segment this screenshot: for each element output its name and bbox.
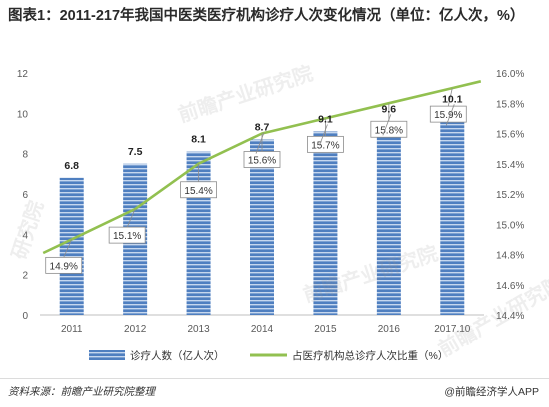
line-data-label: 14.9% bbox=[50, 261, 78, 272]
y-left-tick-label: 8 bbox=[22, 150, 28, 161]
line-data-label: 15.7% bbox=[311, 140, 339, 151]
callout-box bbox=[370, 120, 408, 138]
x-tick-label: 2017.10 bbox=[434, 324, 471, 335]
bar-data-label: 9.6 bbox=[382, 103, 397, 115]
footer-source: 资料来源：前瞻产业研究院整理 bbox=[8, 386, 155, 398]
y-left-tick-label: 4 bbox=[22, 230, 28, 241]
callout-box bbox=[108, 226, 146, 244]
callout-leader bbox=[126, 208, 136, 228]
callout-box bbox=[307, 135, 344, 153]
y-right-tick-label: 15.2% bbox=[496, 190, 524, 201]
bar-label-leader bbox=[255, 132, 265, 154]
bar-data-label: 6.8 bbox=[64, 160, 79, 172]
line-data-label: 15.1% bbox=[113, 231, 141, 242]
bar bbox=[440, 111, 465, 315]
footer-brand: @前瞻经济学人APP bbox=[444, 386, 539, 398]
y-right-tick-label: 15.0% bbox=[496, 220, 524, 231]
x-tick-label: 2013 bbox=[187, 324, 210, 335]
callout-box bbox=[180, 181, 217, 199]
y-right-tick-label: 14.6% bbox=[496, 281, 524, 292]
x-tick-label: 2012 bbox=[124, 324, 147, 335]
legend-bar-swatch bbox=[89, 350, 125, 360]
bar-label-leader bbox=[445, 104, 455, 126]
line-data-label: 15.6% bbox=[248, 156, 276, 167]
legend-line-label: 占医疗机构总诊疗人次比重（%） bbox=[292, 349, 448, 362]
y-right-tick-label: 15.4% bbox=[496, 160, 524, 171]
bar-data-label: 8.1 bbox=[191, 134, 206, 146]
bar-label-leader bbox=[382, 114, 392, 136]
bar-data-label: 8.7 bbox=[255, 122, 270, 134]
chart-title: 图表1：2011-217年我国中医类医疗机构诊疗人次变化情况（单位：亿人次，%） bbox=[8, 8, 525, 24]
bar-label-leader bbox=[319, 124, 328, 146]
bar bbox=[59, 177, 84, 315]
y-right-tick-label: 15.6% bbox=[496, 130, 524, 141]
callout-leader bbox=[447, 88, 453, 107]
y-left-tick-label: 2 bbox=[22, 271, 28, 282]
line-data-label: 15.9% bbox=[434, 110, 462, 121]
callout-leader bbox=[63, 239, 73, 258]
y-right-tick-label: 14.4% bbox=[496, 311, 524, 322]
x-tick-label: 2011 bbox=[61, 324, 83, 335]
y-left-tick-label: 6 bbox=[22, 190, 28, 201]
line-data-label: 15.4% bbox=[184, 186, 212, 197]
footer-divider bbox=[0, 378, 549, 379]
bar bbox=[250, 139, 274, 315]
y-left-tick-label: 10 bbox=[17, 109, 29, 120]
line-data-label: 15.8% bbox=[375, 125, 403, 136]
y-right-tick-label: 16.0% bbox=[496, 69, 524, 80]
bar-data-label: 10.1 bbox=[442, 93, 463, 105]
y-right-tick-label: 15.8% bbox=[496, 99, 524, 110]
y-right-tick-label: 14.8% bbox=[496, 251, 524, 262]
bar-data-label: 7.5 bbox=[128, 146, 143, 158]
x-tick-label: 2016 bbox=[378, 324, 401, 335]
bar bbox=[376, 121, 401, 316]
callout-box bbox=[243, 151, 281, 168]
bar bbox=[313, 131, 338, 315]
x-tick-label: 2014 bbox=[251, 324, 274, 335]
y-left-tick-label: 0 bbox=[22, 311, 28, 322]
bar-data-label: 9.1 bbox=[318, 113, 333, 125]
legend-bar-label: 诊疗人数（亿人次） bbox=[130, 349, 225, 362]
callout-box bbox=[429, 105, 467, 123]
y-left-tick-label: 12 bbox=[17, 69, 29, 80]
callout-box bbox=[45, 256, 83, 274]
x-tick-label: 2015 bbox=[314, 324, 337, 335]
